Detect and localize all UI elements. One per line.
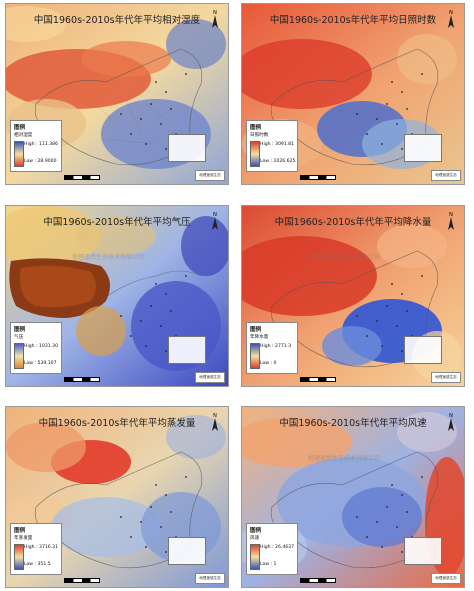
scale-bar <box>300 377 336 382</box>
north-arrow-icon: N <box>448 212 454 230</box>
watermark-text: 地理遥感生态技术有限公司 <box>308 455 381 462</box>
legend-high-value: High : 2771.3 <box>260 344 292 349</box>
legend-color-ramp <box>250 343 260 369</box>
map-legend: 图例 年降水量 High : 2771.3 Low : 0 <box>246 322 298 374</box>
map-title: 中国1960s-2010s年代年平均风速 <box>279 418 427 429</box>
watermark-text: 地理遥感生态技术有限公司 <box>308 254 381 261</box>
legend-low-value: Low : 0 <box>260 361 277 366</box>
legend-heading: 图例 <box>250 125 262 131</box>
map-panel-precipitation: 中国1960s-2010s年代年平均降水量 地理遥感生态技术有限公司 N 图例 … <box>241 205 465 387</box>
map-legend: 图例 相对湿度 High : 111.386 Low : 28.9000 <box>10 120 62 172</box>
watermark-text: 地理遥感生态技术有限公司 <box>72 254 145 261</box>
credit-label: 地理遥感生态 <box>431 573 461 584</box>
credit-label: 地理遥感生态 <box>195 573 225 584</box>
map-legend: 图例 日照时数 High : 3091.81 Low : 1026.625 <box>246 120 298 172</box>
legend-heading: 图例 <box>14 125 26 131</box>
svg-text:N: N <box>213 212 217 218</box>
svg-text:N: N <box>213 413 217 419</box>
south-china-sea-inset <box>168 336 206 364</box>
credit-label: 地理遥感生态 <box>431 170 461 181</box>
map-panel-humidity: 中国1960s-2010s年代年平均相对湿度 N 图例 相对湿度 High : … <box>5 3 229 185</box>
south-china-sea-inset <box>404 537 442 565</box>
legend-high-value: High : 3716.31 <box>24 545 59 550</box>
legend-high-value: High : 26.4637 <box>260 545 295 550</box>
map-panel-pressure: 中国1960s-2010s年代年平均气压 地理遥感生态技术有限公司 N 图例 气… <box>5 205 229 387</box>
legend-variable: 年蒸发量 <box>14 536 33 541</box>
scale-bar <box>64 175 100 180</box>
legend-low-value: Low : 28.9000 <box>24 159 57 164</box>
credit-label: 地理遥感生态 <box>195 170 225 181</box>
south-china-sea-inset <box>404 134 442 162</box>
map-legend: 图例 风速 High : 26.4637 Low : 1 <box>246 523 298 575</box>
legend-low-value: Low : 351.5 <box>24 562 51 567</box>
map-panel-evaporation: 中国1960s-2010s年代年平均蒸发量 N 图例 年蒸发量 High : 3… <box>5 406 229 588</box>
legend-color-ramp <box>250 141 260 167</box>
map-title: 中国1960s-2010s年代年平均蒸发量 <box>38 418 196 429</box>
legend-heading: 图例 <box>250 528 262 534</box>
map-panel-windspeed: 中国1960s-2010s年代年平均风速 地理遥感生态技术有限公司 N 图例 风… <box>241 406 465 588</box>
map-legend: 图例 年蒸发量 High : 3716.31 Low : 351.5 <box>10 523 62 575</box>
north-arrow-icon: N <box>212 212 218 230</box>
scale-bar <box>300 175 336 180</box>
legend-heading: 图例 <box>14 528 26 534</box>
south-china-sea-inset <box>168 134 206 162</box>
scale-bar <box>64 578 100 583</box>
legend-low-value: Low : 539.107 <box>24 361 57 366</box>
legend-low-value: Low : 1026.625 <box>260 159 296 164</box>
legend-color-ramp <box>14 343 24 369</box>
credit-label: 地理遥感生态 <box>195 372 225 383</box>
south-china-sea-inset <box>168 537 206 565</box>
map-legend: 图例 气压 High : 1031.30 Low : 539.107 <box>10 322 62 374</box>
legend-variable: 年降水量 <box>250 335 269 340</box>
legend-low-value: Low : 1 <box>260 562 277 567</box>
credit-label: 地理遥感生态 <box>431 372 461 383</box>
map-title: 中国1960s-2010s年代年平均降水量 <box>274 217 432 228</box>
legend-color-ramp <box>250 544 260 570</box>
map-title: 中国1960s-2010s年代年平均日照时数 <box>269 15 437 26</box>
scale-bar <box>300 578 336 583</box>
legend-heading: 图例 <box>14 327 26 333</box>
map-title: 中国1960s-2010s年代年平均相对湿度 <box>33 15 201 26</box>
legend-heading: 图例 <box>250 327 262 333</box>
legend-variable: 风速 <box>250 536 260 541</box>
north-arrow-icon: N <box>212 10 218 28</box>
legend-high-value: High : 1031.30 <box>24 344 59 349</box>
map-title: 中国1960s-2010s年代年平均气压 <box>43 217 191 228</box>
south-china-sea-inset <box>404 336 442 364</box>
legend-variable: 日照时数 <box>250 133 269 138</box>
legend-high-value: High : 111.386 <box>24 142 59 147</box>
north-arrow-icon: N <box>448 10 454 28</box>
pressure-raster-map <box>6 206 228 386</box>
legend-variable: 相对湿度 <box>14 133 33 138</box>
scale-bar <box>64 377 100 382</box>
legend-color-ramp <box>14 141 24 167</box>
svg-text:N: N <box>449 413 453 419</box>
legend-high-value: High : 3091.81 <box>260 142 295 147</box>
legend-color-ramp <box>14 544 24 570</box>
svg-text:N: N <box>213 10 217 16</box>
map-panel-sunshine: 中国1960s-2010s年代年平均日照时数 N 图例 日照时数 High : … <box>241 3 465 185</box>
north-arrow-icon: N <box>212 413 218 431</box>
svg-text:N: N <box>449 10 453 16</box>
legend-variable: 气压 <box>14 335 24 340</box>
north-arrow-icon: N <box>448 413 454 431</box>
svg-text:N: N <box>449 212 453 218</box>
